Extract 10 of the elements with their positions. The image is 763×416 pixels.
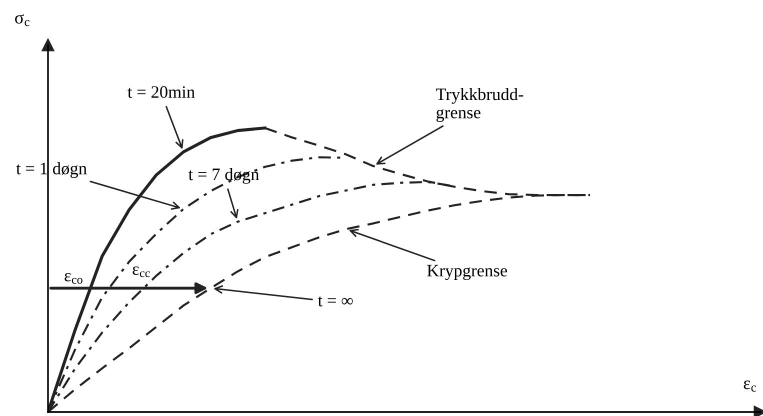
annotation: ε$_{cc}$ [132, 266, 150, 278]
text: ε$_{c}$ [744, 380, 756, 392]
text: σ$_{c}$ [15, 14, 30, 26]
text: t = 20min [128, 86, 195, 98]
annotation: t = ∞ [318, 296, 353, 306]
annotation: Krypgrense [427, 264, 508, 280]
text: Trykkbrudd- grense [436, 88, 524, 122]
annotation: t = 7 døgn [188, 168, 260, 184]
annotation: t = 1 døgn [16, 162, 87, 178]
annotation: ε$_{co}$ [64, 273, 82, 284]
